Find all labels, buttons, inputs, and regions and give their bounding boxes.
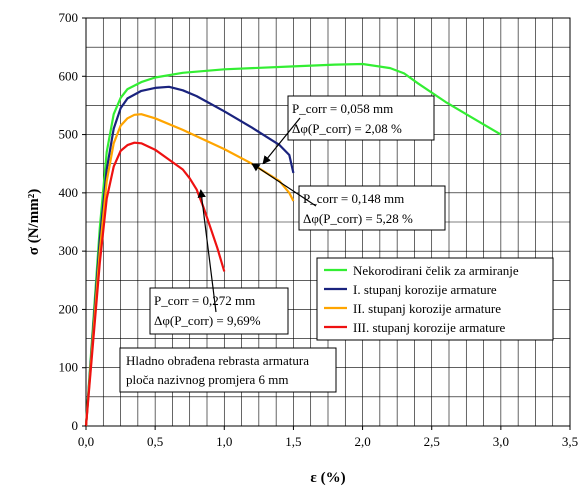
annotation-arrow: [251, 163, 317, 207]
legend-label: I. stupanj korozije armature: [353, 282, 497, 297]
x-axis-title: ε (%): [310, 470, 345, 486]
x-tick-label: 3,0: [493, 434, 509, 449]
y-tick-label: 300: [59, 243, 79, 258]
annotation-text: P_corr = 0,272 mm: [154, 293, 255, 308]
legend-box: [316, 257, 554, 341]
annotation-box: [298, 185, 446, 231]
x-tick-label: 2,0: [354, 434, 370, 449]
annotation-text: Δφ(P_corr) = 2,08 %: [292, 121, 402, 136]
x-tick-label: 0,5: [147, 434, 163, 449]
series-line-2: [84, 85, 295, 427]
y-tick-label: 500: [59, 127, 79, 142]
legend-label: III. stupanj korozije armature: [353, 320, 506, 335]
x-tick-label: 2,5: [424, 434, 440, 449]
annotation-text: P_corr = 0,148 mm: [303, 191, 404, 206]
annotation-box: [149, 287, 289, 335]
x-tick-label: 0,0: [78, 434, 94, 449]
legend-label: II. stupanj korozije armature: [353, 301, 501, 316]
y-tick-label: 100: [59, 360, 79, 375]
series-group: [84, 62, 502, 427]
x-tick-label: 3,5: [562, 434, 578, 449]
x-tick-label: 1,5: [285, 434, 301, 449]
annotation-text: Δφ(P_corr) = 9,69%: [154, 313, 261, 328]
annotation-arrow: [262, 117, 301, 165]
y-tick-label: 700: [59, 10, 79, 25]
x-tick-label: 1,0: [216, 434, 232, 449]
annotation-arrow: [197, 189, 217, 313]
y-axis-title: σ (N/mm²): [26, 189, 42, 255]
note-box: [119, 347, 337, 393]
note-text: ploča nazivnog promjera 6 mm: [126, 372, 288, 387]
annotation-box: [287, 95, 435, 141]
y-tick-label: 600: [59, 68, 79, 83]
legend-label: Nekorodirani čelik za armiranje: [353, 263, 519, 278]
note-text: Hladno obrađena rebrasta armatura: [126, 353, 309, 368]
y-tick-label: 0: [72, 418, 79, 433]
y-tick-label: 400: [59, 185, 79, 200]
x-tick-labels: 0,0 0,5 1,0 1,5 2,0 2,5 3,0 3,5: [78, 426, 578, 449]
annotation-text: Δφ(P_corr) = 5,28 %: [303, 211, 413, 226]
series-line-4: [84, 141, 226, 427]
annotations: P_corr = 0,058 mm Δφ(P_corr) = 2,08 % P_co…: [149, 95, 446, 335]
y-tick-labels: 0 100 200 300 400 500 600 700: [59, 10, 86, 433]
annotation-text: P_corr = 0,058 mm: [292, 101, 393, 116]
legend: Nekorodirani čelik za armiranje I. stupan…: [316, 257, 554, 341]
specimen-note: Hladno obrađena rebrasta armatura ploča n…: [119, 347, 337, 393]
y-tick-label: 200: [59, 301, 79, 316]
plot-area: [85, 17, 571, 427]
series-line-1: [84, 62, 502, 427]
